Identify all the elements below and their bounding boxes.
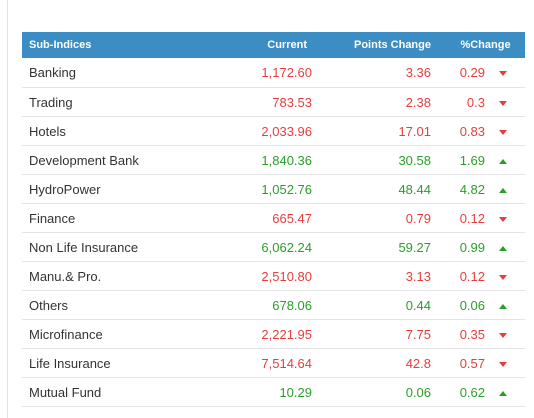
direction-cell [493,232,525,262]
table-row[interactable]: Banking 1,172.60 3.36 0.29 [22,58,525,88]
table-row[interactable]: Non Life Insurance 6,062.24 59.27 0.99 [22,232,525,262]
index-name: Development Bank [22,145,205,175]
percent-change-value: 0.12 [446,261,493,291]
points-change-value: 30.58 [322,145,446,175]
arrow-down-icon [499,332,507,338]
percent-change-value: 0.83 [446,116,493,146]
arrow-up-icon [499,303,507,309]
points-change-value: 7.75 [322,319,446,349]
current-value: 1,840.36 [205,145,322,175]
direction-cell [493,290,525,320]
left-frame-border [0,0,8,418]
points-change-value: 0.44 [322,290,446,320]
arrow-down-icon [499,100,507,106]
index-name: Trading [22,87,205,117]
direction-cell [493,377,525,407]
direction-cell [493,58,525,88]
table-row[interactable]: Life Insurance 7,514.64 42.8 0.57 [22,348,525,378]
current-value: 783.53 [205,87,322,117]
index-name: Non Life Insurance [22,232,205,262]
direction-cell [493,87,525,117]
direction-cell [493,116,525,146]
arrow-up-icon [499,245,507,251]
current-value: 2,510.80 [205,261,322,291]
direction-cell [493,145,525,175]
percent-change-value: 0.35 [446,319,493,349]
index-name: HydroPower [22,174,205,204]
index-name: Life Insurance [22,348,205,378]
index-name: Banking [22,58,205,88]
current-value: 1,052.76 [205,174,322,204]
percent-change-value: 0.3 [446,87,493,117]
sub-indices-panel: Sub-Indices Current Points Change %Chang… [22,32,525,407]
current-value: 2,033.96 [205,116,322,146]
points-change-value: 2.38 [322,87,446,117]
header-sub-indices[interactable]: Sub-Indices [22,32,205,58]
table-row[interactable]: Finance 665.47 0.79 0.12 [22,203,525,233]
index-name: Microfinance [22,319,205,349]
current-value: 2,221.95 [205,319,322,349]
table-row[interactable]: HydroPower 1,052.76 48.44 4.82 [22,174,525,204]
direction-cell [493,348,525,378]
arrow-up-icon [499,390,507,396]
arrow-down-icon [499,129,507,135]
points-change-value: 3.36 [322,58,446,88]
percent-change-value: 0.06 [446,290,493,320]
direction-cell [493,203,525,233]
points-change-value: 17.01 [322,116,446,146]
points-change-value: 3.13 [322,261,446,291]
current-value: 678.06 [205,290,322,320]
arrow-up-icon [499,158,507,164]
index-name: Manu.& Pro. [22,261,205,291]
points-change-value: 48.44 [322,174,446,204]
arrow-down-icon [499,216,507,222]
header-percent-change[interactable]: %Change [446,32,525,58]
header-points-change[interactable]: Points Change [322,32,446,58]
arrow-up-icon [499,187,507,193]
percent-change-value: 0.57 [446,348,493,378]
sub-indices-table: Sub-Indices Current Points Change %Chang… [22,32,525,407]
header-current[interactable]: Current [205,32,322,58]
index-name: Others [22,290,205,320]
points-change-value: 0.79 [322,203,446,233]
percent-change-value: 1.69 [446,145,493,175]
points-change-value: 42.8 [322,348,446,378]
table-header-row: Sub-Indices Current Points Change %Chang… [22,32,525,58]
table-row[interactable]: Microfinance 2,221.95 7.75 0.35 [22,319,525,349]
table-row[interactable]: Development Bank 1,840.36 30.58 1.69 [22,145,525,175]
current-value: 7,514.64 [205,348,322,378]
arrow-down-icon [499,71,507,77]
table-row[interactable]: Mutual Fund 10.29 0.06 0.62 [22,377,525,407]
index-name: Hotels [22,116,205,146]
index-name: Mutual Fund [22,377,205,407]
index-name: Finance [22,203,205,233]
percent-change-value: 4.82 [446,174,493,204]
table-row[interactable]: Others 678.06 0.44 0.06 [22,290,525,320]
current-value: 1,172.60 [205,58,322,88]
table-row[interactable]: Manu.& Pro. 2,510.80 3.13 0.12 [22,261,525,291]
current-value: 6,062.24 [205,232,322,262]
table-body: Banking 1,172.60 3.36 0.29 Trading 783.53 2.38… [22,58,525,407]
percent-change-value: 0.62 [446,377,493,407]
direction-cell [493,174,525,204]
arrow-down-icon [499,361,507,367]
current-value: 10.29 [205,377,322,407]
percent-change-value: 0.99 [446,232,493,262]
table-row[interactable]: Trading 783.53 2.38 0.3 [22,87,525,117]
current-value: 665.47 [205,203,322,233]
percent-change-value: 0.12 [446,203,493,233]
arrow-down-icon [499,274,507,280]
points-change-value: 59.27 [322,232,446,262]
direction-cell [493,261,525,291]
points-change-value: 0.06 [322,377,446,407]
direction-cell [493,319,525,349]
table-row[interactable]: Hotels 2,033.96 17.01 0.83 [22,116,525,146]
percent-change-value: 0.29 [446,58,493,88]
